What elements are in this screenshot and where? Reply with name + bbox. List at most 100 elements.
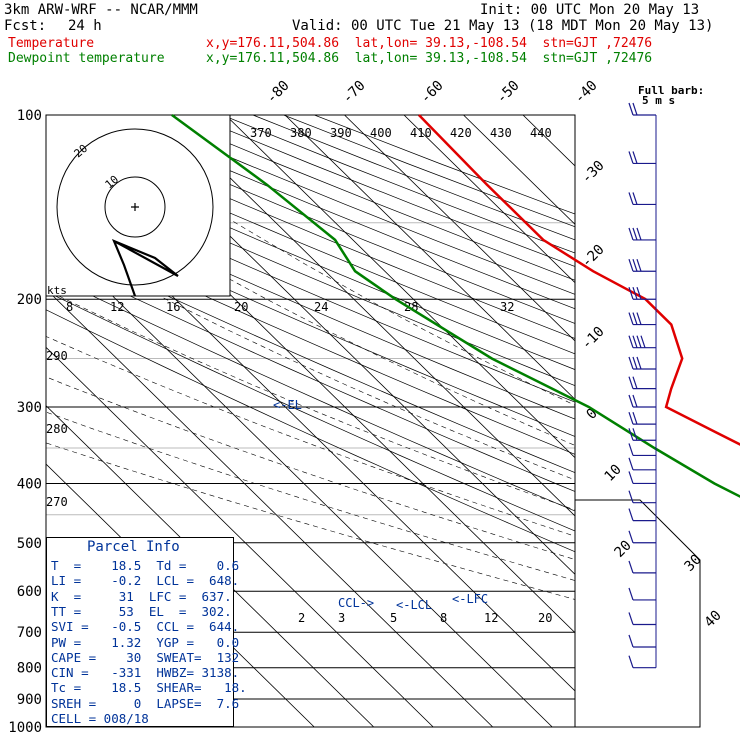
- moist-adiabat: [69, 115, 575, 406]
- moist-adiabat: [46, 171, 575, 446]
- parcel-info-row: LI = -0.2 LCL = 648.: [51, 573, 240, 589]
- wind-barb: [628, 634, 656, 648]
- wind-barb: [628, 376, 656, 390]
- dry-adiabat: [46, 309, 575, 553]
- wind-barb-flag: [632, 376, 638, 389]
- parcel-level-annotation: <-LCL: [396, 598, 432, 612]
- dry-adiabat: [46, 222, 575, 455]
- isotherm: [583, 115, 740, 727]
- wind-barb-flag: [628, 411, 634, 425]
- dry-adiabat: [46, 175, 575, 403]
- dewpoint-legend-info: x,y=176.11,504.86 lat,lon= 39.13,-108.54…: [206, 51, 653, 66]
- wind-barb-flag: [632, 335, 638, 348]
- wind-barb-flag: [628, 287, 634, 300]
- wind-barb-flag: [636, 259, 642, 272]
- wind-barb-flag: [628, 560, 634, 574]
- wind-barb-flag: [632, 259, 638, 272]
- theta-side-label: 270: [46, 495, 68, 509]
- dewpoint-legend-label: Dewpoint temperature: [8, 51, 165, 66]
- pressure-label: 600: [17, 584, 42, 600]
- wind-barb-flag: [628, 335, 634, 348]
- wind-barb-flag: [628, 634, 634, 648]
- temp-axis-label-right: 10: [602, 462, 625, 485]
- dry-adiabat: [46, 291, 575, 532]
- isotherm: [284, 115, 575, 400]
- temp-axis-label-top: -60: [418, 78, 447, 107]
- plot-frame: [45, 114, 576, 728]
- isotherm: [165, 115, 575, 517]
- temperature-legend-label: Temperature: [8, 36, 95, 51]
- hodograph-tick-label: 20: [234, 300, 248, 314]
- wind-barb-flag: [632, 287, 638, 300]
- wind-barb-flag: [640, 335, 646, 348]
- parcel-info-row: SVI = -0.5 CCL = 644.: [51, 619, 240, 635]
- wind-barb: [628, 471, 656, 485]
- isotherm: [46, 405, 375, 727]
- wind-barb: [628, 443, 656, 457]
- wind-barb-flag: [628, 587, 634, 601]
- forecast-label: Fcst:: [4, 18, 47, 34]
- dry-adiabat: [46, 161, 575, 387]
- mixing-ratio-label: 3: [338, 611, 345, 625]
- theta-label: 410: [410, 126, 432, 140]
- mixing-ratio-label: 8: [440, 611, 447, 625]
- dry-adiabat: [46, 146, 575, 370]
- dewpoint-profile: [171, 113, 740, 498]
- dry-adiabat: [46, 255, 575, 492]
- wind-barb: [628, 411, 656, 425]
- hodograph-tick-label: 16: [166, 300, 180, 314]
- isotherm: [403, 115, 575, 284]
- wind-barb-flag: [636, 227, 642, 241]
- plot-area: [46, 115, 740, 727]
- isotherm: [225, 115, 575, 459]
- wind-barb-flag: [628, 151, 634, 164]
- mixing-ratio-label: 2: [298, 611, 305, 625]
- valid-time: Valid: 00 UTC Tue 21 May 13 (18 MDT Mon …: [292, 18, 714, 34]
- hodograph-tick-label: 32: [500, 300, 514, 314]
- hodograph-kts-label: kts: [47, 284, 67, 297]
- temp-axis-label-right: -10: [579, 324, 608, 353]
- model-title: 3km ARW-WRF -- NCAR/MMM: [4, 2, 198, 18]
- theta-label: 440: [530, 126, 552, 140]
- wind-barb-flag: [628, 259, 634, 272]
- wind-barb-flag: [632, 192, 638, 205]
- hodograph-tick-label: 24: [314, 300, 328, 314]
- wind-barb: [628, 530, 656, 544]
- dry-adiabat: [46, 206, 575, 437]
- wind-barb: [628, 428, 656, 441]
- mixing-ratio-label: 12: [484, 611, 498, 625]
- isotherm: [344, 115, 575, 342]
- wind-barb-flag: [628, 428, 634, 441]
- parcel-info-row: SREH = 0 LAPSE= 7.6: [51, 695, 240, 711]
- theta-side-label: 280: [46, 422, 68, 436]
- wind-barb-flag: [636, 287, 642, 300]
- temp-axis-label-right: 40: [702, 608, 725, 631]
- parcel-info-box: Parcel Info T = 18.5 Td = 0.6 LI = -0.2 L…: [46, 537, 247, 727]
- temp-axis-label-top: -80: [264, 78, 293, 107]
- theta-label: 430: [490, 126, 512, 140]
- pressure-label: 1000: [8, 720, 42, 736]
- isotherm: [463, 115, 575, 225]
- wind-barb: [628, 394, 656, 408]
- dry-adiabat: [46, 191, 575, 420]
- wind-barb-flag: [628, 312, 634, 325]
- parcel-info-row: CELL = 008/18: [51, 711, 149, 726]
- wind-barb: [628, 655, 656, 669]
- wind-barb-flag: [632, 356, 638, 370]
- pressure-label: 300: [17, 400, 42, 416]
- wind-barb-flag: [632, 428, 638, 441]
- theta-side-label: 290: [46, 349, 68, 363]
- wind-barb-flag: [628, 530, 634, 543]
- wind-barb: [628, 259, 656, 272]
- mixing-ratio-label: 20: [538, 611, 552, 625]
- temp-axis-label-top: -40: [572, 78, 601, 107]
- temp-axis-label-top: -70: [340, 78, 369, 107]
- pressure-label: 400: [17, 476, 42, 492]
- wind-barb-flag: [636, 356, 642, 370]
- barb-legend-units: 5 m s: [642, 94, 675, 107]
- pressure-label: 900: [17, 692, 42, 708]
- wind-barb: [628, 560, 656, 574]
- wind-barb: [628, 356, 656, 370]
- wind-barb-flag: [632, 394, 638, 408]
